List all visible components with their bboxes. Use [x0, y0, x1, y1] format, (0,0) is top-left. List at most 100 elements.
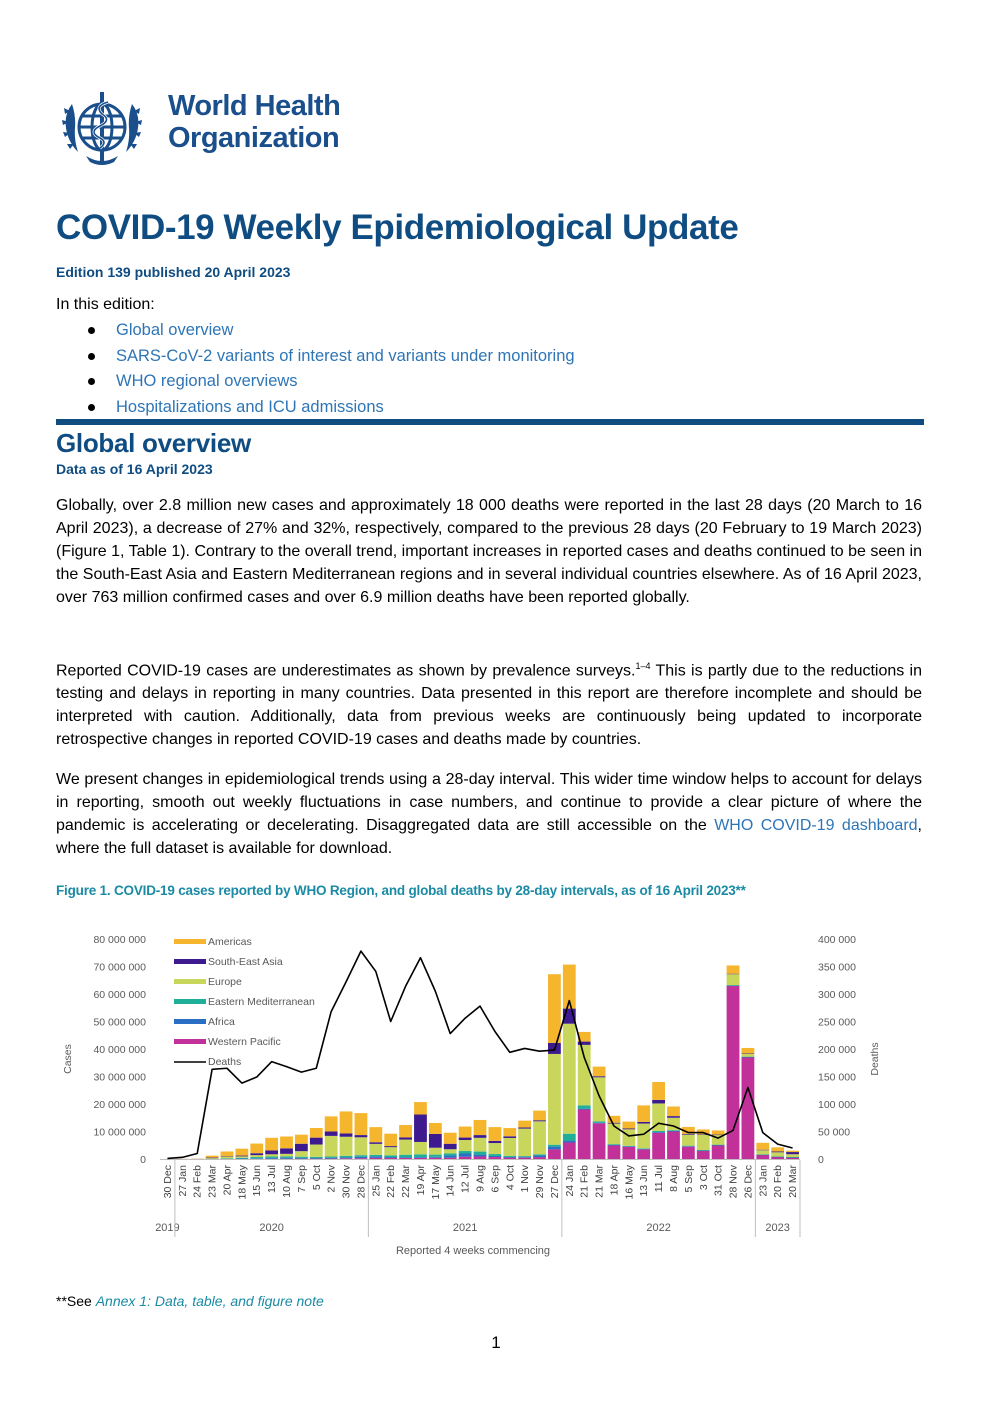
bar-segment	[220, 1156, 234, 1157]
bar-segment	[473, 1154, 487, 1157]
bar-segment	[324, 1116, 338, 1132]
x-tick-label: 23 Mar	[207, 1165, 219, 1198]
bar-segment	[250, 1158, 264, 1159]
bar-segment	[384, 1155, 398, 1158]
year-label: 2022	[646, 1222, 670, 1234]
bar-segment	[250, 1143, 264, 1154]
bar-segment	[220, 1158, 234, 1160]
paragraph-underestimates-text-b: This is partly due to the reductions in …	[56, 662, 923, 749]
bar-segment	[756, 1149, 770, 1151]
bar-segment	[756, 1154, 770, 1156]
bar-segment	[354, 1155, 368, 1157]
bar-segment	[309, 1156, 323, 1158]
legend-swatch	[174, 1019, 206, 1024]
x-tick-label: 29 Nov	[534, 1164, 546, 1198]
x-tick-label: 12 Jul	[460, 1165, 472, 1193]
bar-segment	[756, 1142, 770, 1150]
x-tick-label: 5 Sep	[683, 1165, 695, 1193]
bar-segment	[458, 1151, 472, 1154]
bar-segment	[339, 1155, 353, 1158]
bar-segment	[354, 1135, 368, 1138]
bar-segment	[771, 1152, 785, 1157]
bar-segment	[533, 1121, 546, 1155]
annex-link[interactable]: Annex 1: Data, table, and figure note	[95, 1293, 324, 1309]
bar-segment	[696, 1150, 710, 1151]
y2-tick-label: 0	[818, 1154, 824, 1166]
bar-segment	[726, 985, 740, 987]
bar-segment	[369, 1127, 383, 1143]
bar-segment	[548, 974, 561, 1043]
bar-segment	[786, 1157, 799, 1159]
bar-segment	[518, 1157, 532, 1160]
bar-segment	[458, 1153, 472, 1157]
bar-segment	[369, 1142, 383, 1144]
y2-tick-label: 200 000	[818, 1044, 856, 1056]
x-tick-label: 30 Nov	[341, 1164, 353, 1198]
x-tick-label: 5 Oct	[311, 1165, 323, 1190]
bar-segment	[280, 1148, 293, 1154]
x-tick-label: 16 May	[623, 1164, 635, 1199]
bar-segment	[681, 1145, 695, 1147]
bar-segment	[280, 1153, 293, 1157]
who-dashboard-link[interactable]: WHO COVID-19 dashboard	[714, 817, 918, 834]
x-tick-label: 18 May	[236, 1164, 248, 1199]
bar-segment	[622, 1146, 636, 1147]
bar-segment	[309, 1128, 323, 1138]
bar-segment	[786, 1157, 799, 1158]
bar-segment	[458, 1126, 472, 1138]
bar-segment	[667, 1130, 680, 1131]
x-tick-label: 20 Feb	[772, 1165, 784, 1198]
x-axis-title: Reported 4 weeks commencing	[396, 1245, 550, 1257]
bar-segment	[652, 1099, 665, 1104]
paragraph-underestimates-text-a: Reported COVID-19 cases are underestimat…	[56, 662, 636, 680]
bar-segment	[637, 1105, 651, 1122]
bar-segment	[295, 1158, 308, 1160]
bar-segment	[220, 1151, 234, 1157]
section-heading: Global overview	[56, 428, 251, 458]
bar-segment	[637, 1123, 651, 1149]
bar-segment	[503, 1157, 517, 1160]
bar-segment	[592, 1121, 606, 1123]
who-wordmark: World Health Organization	[168, 90, 341, 154]
bar-segment	[309, 1157, 323, 1159]
y-tick-label: 20 000 000	[93, 1099, 146, 1111]
x-tick-label: 25 Jan	[370, 1165, 382, 1197]
contents-link-regional-overviews[interactable]: WHO regional overviews	[56, 369, 575, 395]
bar-segment	[295, 1143, 308, 1152]
bar-segment	[741, 1056, 755, 1058]
bar-segment	[756, 1150, 770, 1155]
y2-tick-label: 250 000	[818, 1017, 856, 1029]
bar-segment	[384, 1157, 398, 1159]
contents-link-global-overview[interactable]: Global overview	[56, 318, 575, 344]
contents-link-hospitalizations[interactable]: Hospitalizations and ICU admissions	[56, 395, 575, 421]
legend-swatch	[174, 979, 206, 984]
bar-segment	[354, 1158, 368, 1159]
bar-segment	[652, 1130, 665, 1133]
x-tick-label: 8 Aug	[668, 1165, 680, 1192]
x-tick-label: 11 Jul	[653, 1165, 665, 1192]
bar-segment	[250, 1153, 264, 1156]
bar-segment	[309, 1137, 323, 1145]
bar-segment	[399, 1125, 412, 1138]
bar-segment	[771, 1147, 785, 1152]
bar-segment	[711, 1145, 725, 1159]
bar-segment	[562, 1133, 576, 1141]
bar-segment	[324, 1131, 338, 1136]
legend-label: Africa	[208, 1016, 235, 1028]
bar-segment	[458, 1156, 472, 1159]
bar-segment	[473, 1135, 487, 1138]
bar-segment	[786, 1150, 799, 1153]
legend-label: Western Pacific	[208, 1036, 281, 1048]
contents-link-variants[interactable]: SARS-CoV-2 variants of interest and vari…	[56, 344, 575, 370]
bar-segment	[607, 1115, 621, 1123]
bar-segment	[488, 1140, 502, 1144]
bar-segment	[533, 1120, 546, 1122]
bar-segment	[220, 1156, 234, 1159]
bar-segment	[562, 1140, 576, 1143]
y-tick-label: 80 000 000	[93, 934, 146, 946]
bar-segment	[265, 1156, 279, 1158]
x-tick-label: 1 Nov	[519, 1164, 531, 1192]
bar-segment	[518, 1156, 532, 1158]
bar-segment	[681, 1146, 695, 1160]
